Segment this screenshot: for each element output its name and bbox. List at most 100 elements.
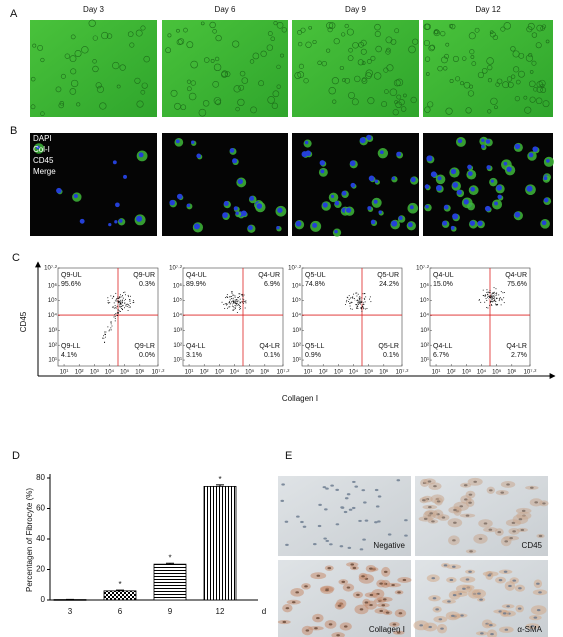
event-dot (363, 304, 365, 306)
nucleus (375, 505, 380, 508)
cell (395, 101, 402, 109)
x-tick-label: 10⁶ (507, 369, 517, 376)
cell (487, 109, 492, 114)
day-label: Day 12 (475, 5, 501, 14)
event-dot (495, 304, 497, 306)
nucleus (343, 510, 348, 514)
y-tick-label: 10⁵ (292, 297, 302, 304)
quadrant-percent: 0.1% (264, 352, 280, 359)
event-dot (362, 306, 364, 308)
event-dot (236, 299, 238, 301)
event-dot (356, 295, 358, 297)
event-dot (103, 337, 105, 339)
event-dot (110, 323, 112, 325)
nucleus (346, 493, 351, 496)
nucleus (312, 222, 318, 228)
cell (241, 77, 249, 84)
event-dot (489, 296, 491, 298)
event-dot (124, 298, 126, 300)
event-dot (239, 296, 241, 298)
cell (424, 106, 431, 113)
event-dot (235, 303, 237, 305)
event-dot (241, 294, 243, 296)
nucleus (480, 632, 484, 635)
nucleus (337, 604, 342, 607)
nucleus (314, 627, 318, 630)
nucleus (316, 616, 320, 620)
nucleus (108, 222, 112, 227)
plot-frame (301, 267, 403, 367)
nucleus (351, 506, 356, 510)
nucleus (452, 539, 456, 542)
quadrant-percent: 24.2% (379, 281, 399, 288)
event-dot (114, 316, 116, 318)
nucleus (291, 601, 296, 604)
cell (469, 84, 474, 89)
cell (32, 43, 37, 48)
event-dot (487, 291, 489, 293)
cell (502, 81, 510, 89)
event-dot (238, 300, 240, 302)
nucleus (325, 487, 329, 490)
event-dot (115, 313, 117, 315)
event-dot (357, 304, 359, 306)
cell (460, 81, 465, 86)
cell (348, 91, 355, 99)
x-tick-label: 6 (118, 607, 123, 616)
nucleus (340, 506, 345, 509)
event-dot (121, 295, 123, 297)
cell (134, 77, 141, 84)
nucleus (469, 220, 476, 226)
nucleus (369, 593, 374, 597)
event-dot (234, 302, 236, 304)
event-dot (486, 291, 488, 293)
cell (370, 55, 376, 61)
cell (449, 79, 454, 84)
event-dot (110, 321, 112, 323)
cell (276, 21, 284, 29)
nucleus (430, 171, 437, 178)
y-tick-label: 40 (36, 534, 45, 543)
event-dot (108, 330, 110, 332)
nucleus (543, 176, 548, 181)
event-dot (243, 294, 245, 296)
event-dot (117, 315, 119, 317)
event-dot (494, 298, 496, 300)
nucleus (346, 586, 351, 589)
gate-label: Q4 (230, 299, 239, 306)
event-dot (226, 303, 228, 305)
cell (176, 28, 180, 33)
event-dot (369, 296, 371, 298)
nucleus (451, 614, 455, 617)
event-dot (353, 293, 355, 295)
event-dot (226, 307, 228, 309)
cell (462, 56, 467, 61)
cell (266, 44, 274, 51)
cell (176, 39, 183, 46)
event-dot (234, 295, 236, 297)
nucleus (483, 522, 488, 525)
nucleus (443, 204, 449, 210)
y-tick-label: 10³ (173, 328, 182, 334)
event-dot (107, 326, 109, 328)
gate-label: Q9 (115, 299, 124, 306)
quadrant-percent: 4.1% (61, 352, 77, 359)
event-dot (490, 300, 492, 302)
cell (348, 47, 353, 53)
nucleus (488, 528, 493, 531)
cell (135, 29, 143, 37)
bright-field-image (30, 20, 157, 117)
event-dot (234, 296, 236, 298)
nucleus (328, 623, 333, 626)
event-dot (243, 299, 245, 301)
event-dot (229, 303, 231, 305)
event-dot (365, 308, 367, 310)
event-dot (492, 292, 494, 294)
x-tick-label: 9 (168, 607, 173, 616)
quadrant-name: Q9-LL (61, 343, 81, 350)
nucleus (460, 614, 464, 617)
cell (305, 41, 312, 48)
nucleus (374, 179, 379, 184)
event-dot (127, 294, 129, 296)
event-dot (237, 300, 239, 302)
